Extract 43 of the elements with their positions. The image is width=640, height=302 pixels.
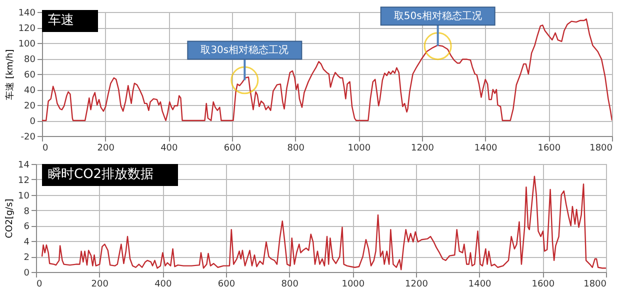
annotation: 取50s相对稳态工况 bbox=[394, 10, 482, 22]
y-axis-title: 车速 [km/h] bbox=[4, 49, 16, 100]
y-tick-label: 2 bbox=[24, 253, 30, 264]
y-tick-label: 80 bbox=[24, 55, 36, 65]
x-tick-label: 600 bbox=[224, 144, 242, 154]
y-tick-label: 40 bbox=[24, 86, 36, 96]
y-tick-label: 4 bbox=[24, 238, 30, 248]
y-tick-label: 0 bbox=[24, 268, 30, 278]
y-tick-label: 8 bbox=[24, 206, 30, 217]
y-tick-label: 120 bbox=[18, 24, 36, 34]
x-tick-label: 600 bbox=[218, 280, 236, 290]
x-tick-label: 400 bbox=[154, 280, 172, 290]
y-tick-label: -20 bbox=[20, 132, 36, 142]
y-tick-label: 6 bbox=[24, 222, 30, 232]
y-tick-label: 12 bbox=[18, 176, 30, 186]
y-tick-label: 140 bbox=[18, 8, 36, 18]
x-tick-label: 200 bbox=[91, 280, 109, 290]
x-tick-label: 1200 bbox=[405, 280, 428, 290]
y-tick-label: 100 bbox=[18, 40, 36, 50]
x-tick-label: 800 bbox=[287, 144, 305, 154]
y-tick-label: 14 bbox=[18, 160, 30, 170]
x-tick-label: 1600 bbox=[538, 144, 561, 154]
x-tick-label: 400 bbox=[160, 144, 178, 154]
x-tick-label: 1000 bbox=[348, 144, 371, 154]
x-tick-label: 0 bbox=[42, 144, 48, 154]
y-tick-label: 60 bbox=[24, 70, 36, 80]
x-tick-label: 1800 bbox=[590, 144, 613, 154]
x-tick-label: 1400 bbox=[474, 144, 498, 154]
y-tick-label: 20 bbox=[24, 102, 36, 112]
y-tick-label: 10 bbox=[18, 191, 30, 202]
chart-title: 瞬时CO2排放数据 bbox=[42, 164, 178, 186]
x-tick-label: 1800 bbox=[584, 280, 607, 290]
y-axis-title: CO2[g/s] bbox=[5, 198, 16, 238]
x-tick-label: 200 bbox=[97, 144, 115, 154]
x-tick-label: 1600 bbox=[532, 280, 555, 290]
x-tick-label: 1200 bbox=[411, 144, 434, 154]
x-tick-label: 1400 bbox=[468, 280, 492, 290]
annotation: 取30s相对稳态工况 bbox=[200, 44, 289, 56]
chart-title: 车速 bbox=[42, 10, 98, 32]
x-tick-label: 0 bbox=[36, 280, 42, 290]
y-tick-label: 0 bbox=[30, 117, 36, 127]
x-tick-label: 800 bbox=[281, 280, 299, 290]
x-tick-label: 1000 bbox=[342, 280, 365, 290]
